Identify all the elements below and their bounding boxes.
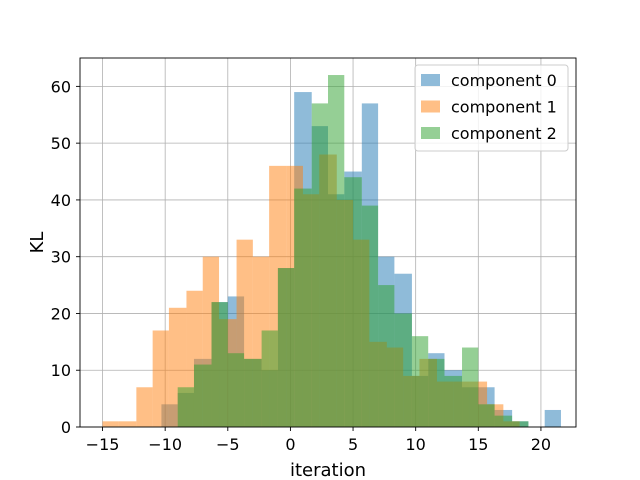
y-tick-label: 0 [61,418,71,437]
histogram-bar [444,375,463,427]
x-axis-title: iteration [290,460,366,480]
histogram-bar [428,358,445,427]
histogram-bar [227,353,245,427]
histogram-bar [361,205,379,427]
legend-swatch [421,74,440,86]
legend-swatch [421,100,440,113]
histogram-bar [294,188,312,427]
x-tick-label: 20 [531,435,551,454]
x-tick-label: −10 [148,435,182,454]
histogram-bar [378,285,395,427]
histogram-bar [261,330,278,427]
histogram-bar [478,404,495,427]
x-tick-label: 0 [285,435,295,454]
plot-frame [79,57,577,428]
ticks-layer: −15 −10 −5 0 5 10 15 20 0 10 20 30 40 50 60 [51,77,551,454]
histogram-bar [136,387,153,427]
histogram-bar [102,421,119,427]
histogram-bar [411,336,429,427]
legend-label: component 0 [451,71,557,90]
histogram-bar [544,409,561,427]
y-tick-label: 20 [51,304,71,323]
histogram-bar [512,421,529,427]
histogram-bar [211,302,228,427]
legend-label: component 1 [451,98,557,117]
x-tick-label: −5 [216,435,240,454]
histogram-bar [118,421,137,427]
histogram-bar [244,358,262,427]
histogram-bar [344,177,362,427]
y-tick-label: 60 [51,77,71,96]
y-tick-label: 30 [51,248,71,267]
y-tick-label: 40 [51,191,71,210]
bars-layer [102,75,561,428]
legend-swatch [421,127,440,139]
x-tick-label: −15 [86,435,120,454]
histogram-bar [311,103,328,428]
histogram-bar [152,330,169,427]
legend: component 0 component 1 component 2 [414,64,569,152]
histogram-bar [328,75,345,428]
y-tick-label: 10 [51,361,71,380]
histogram-bar [277,268,295,427]
y-tick-label: 50 [51,134,71,153]
x-tick-label: 15 [468,435,488,454]
histogram-bar [462,347,479,427]
x-tick-label: 5 [348,435,358,454]
histogram-bar [394,313,412,427]
legend-box [414,64,569,152]
legend-label: component 2 [451,124,557,143]
histogram-bar [193,364,212,427]
histogram-bar [177,387,194,427]
x-tick-label: 10 [405,435,425,454]
series-2-bars [177,75,529,428]
histogram-bar [494,415,513,427]
y-axis-title: KL [27,232,48,254]
